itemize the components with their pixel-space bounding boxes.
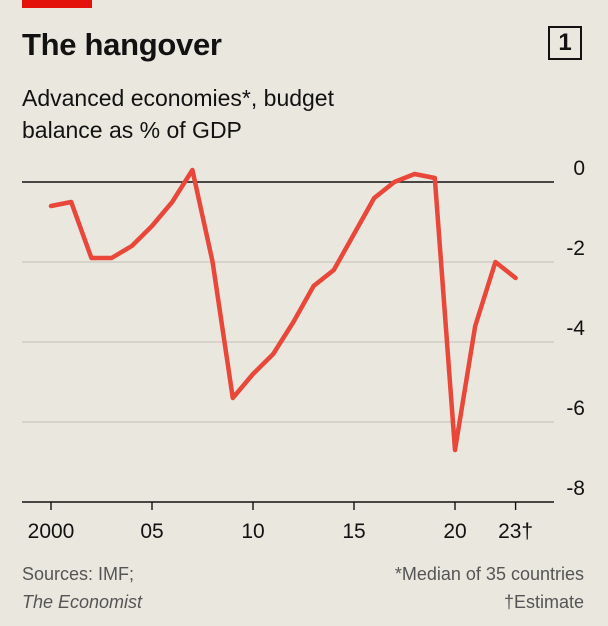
y-tick-label: -8 — [566, 477, 585, 500]
footnote-line-1: *Median of 35 countries — [394, 564, 584, 584]
subtitle-line-1: Advanced economies*, budget — [22, 85, 334, 111]
line-chart: 0 -2 -4 -6 -8 2000 05 10 15 20 23† — [22, 157, 585, 543]
x-tick-label: 10 — [241, 520, 264, 543]
x-tick-label: 20 — [443, 520, 466, 543]
footnote-line-2: †Estimate — [503, 592, 584, 612]
y-tick-label: -4 — [566, 317, 585, 340]
chart-number-badge: 1 — [548, 26, 582, 60]
source-line-1: Sources: IMF; — [22, 564, 135, 584]
brand-tag — [22, 0, 92, 8]
source-note: Sources: IMF; The Economist — [22, 560, 142, 616]
x-tick-label: 2000 — [28, 520, 75, 543]
y-tick-label: -2 — [566, 237, 585, 260]
y-tick-label: 0 — [573, 157, 585, 180]
source-line-2: The Economist — [22, 592, 143, 612]
chart-subtitle: Advanced economies*, budget balance as %… — [22, 82, 442, 146]
series-line — [48, 167, 518, 453]
y-tick-label: -6 — [566, 397, 585, 420]
subtitle-line-2: balance as % of GDP — [22, 117, 242, 143]
x-tick-label: 05 — [140, 520, 163, 543]
x-tick-label: 23† — [498, 520, 533, 543]
footnote: *Median of 35 countries †Estimate — [395, 560, 584, 616]
x-tick-label: 15 — [342, 520, 365, 543]
chart-title: The hangover — [22, 27, 222, 62]
